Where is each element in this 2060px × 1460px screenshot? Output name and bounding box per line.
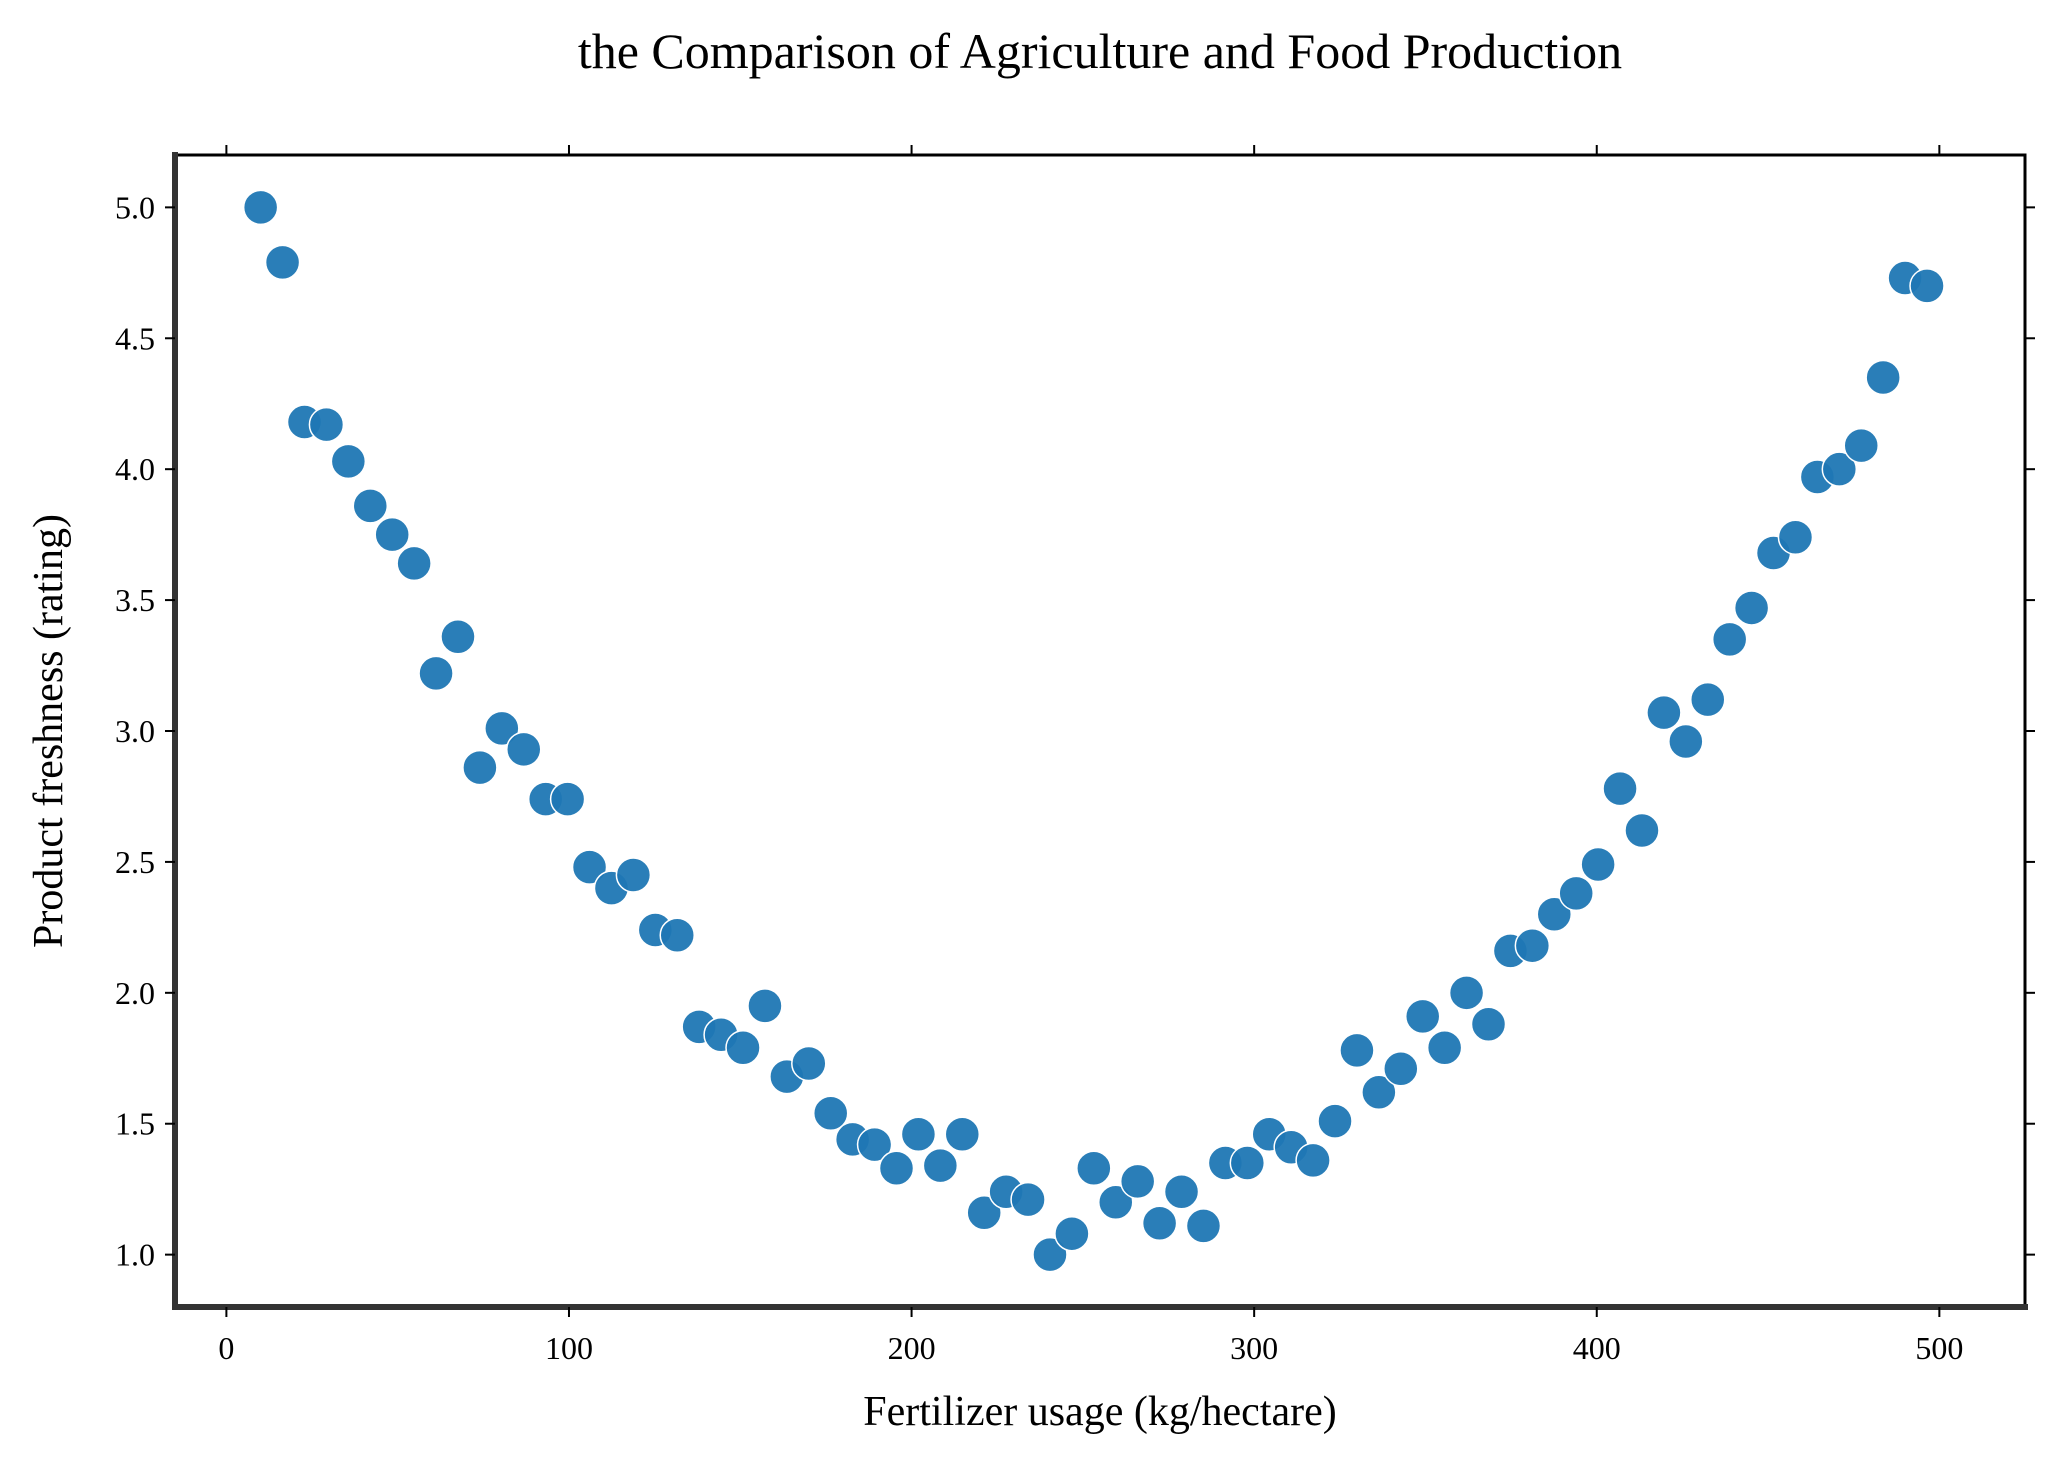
data-point (966, 1194, 1002, 1231)
data-point (440, 618, 476, 655)
y-axis-ticks: 1.0 1.5 2.0 2.5 3.0 3.5 4.0 4.5 5.0 (115, 189, 2035, 1273)
chart-title: the Comparison of Agriculture and Food P… (578, 23, 1622, 79)
data-point (615, 857, 652, 893)
y-tick-label: 4.5 (115, 320, 155, 356)
data-point (1602, 770, 1638, 807)
data-point (747, 988, 783, 1024)
data-point (1163, 1174, 1200, 1210)
data-point (1383, 1050, 1419, 1087)
data-point (1821, 451, 1858, 487)
data-point (462, 749, 498, 786)
data-point (659, 917, 695, 953)
data-point (1843, 427, 1879, 464)
data-point (812, 1095, 849, 1132)
data-point (1733, 590, 1770, 626)
data-point (944, 1116, 981, 1152)
data-point (1865, 359, 1901, 396)
data-point (1558, 875, 1594, 912)
data-point (1514, 927, 1551, 964)
data-point (1361, 1074, 1397, 1111)
data-point (330, 443, 367, 480)
data-point (1119, 1163, 1156, 1200)
x-tick-label: 500 (1915, 1330, 1963, 1366)
data-point (1141, 1205, 1178, 1241)
data-point (571, 849, 608, 885)
y-tick-label: 1.0 (115, 1237, 155, 1273)
data-point (1426, 1030, 1463, 1066)
data-point (484, 710, 520, 747)
y-tick-label: 3.5 (115, 582, 155, 618)
x-tick-label: 0 (218, 1330, 234, 1366)
data-point (1076, 1150, 1112, 1186)
data-point (374, 516, 410, 553)
data-point (791, 1045, 827, 1082)
data-point (900, 1116, 937, 1152)
y-tick-label: 4.0 (115, 451, 155, 487)
plot-frame (172, 152, 2028, 1310)
x-tick-label: 100 (545, 1330, 593, 1366)
data-point (1909, 268, 1945, 304)
data-point (1032, 1236, 1068, 1273)
data-point (1536, 896, 1573, 933)
y-tick-label: 2.0 (115, 975, 155, 1011)
data-point (1690, 681, 1726, 718)
data-point (264, 244, 301, 281)
data-point (1448, 975, 1485, 1011)
data-point (725, 1030, 761, 1066)
data-point (1580, 846, 1616, 883)
data-point (1098, 1184, 1134, 1221)
x-tick-label: 300 (1230, 1330, 1278, 1366)
data-point (308, 406, 345, 443)
data-point (418, 655, 454, 692)
data-point (1295, 1142, 1331, 1179)
data-point (352, 488, 389, 524)
data-point (922, 1147, 959, 1184)
data-point (1317, 1103, 1353, 1139)
data-point (1229, 1145, 1266, 1181)
data-point (1470, 1006, 1507, 1042)
y-tick-label: 3.0 (115, 713, 155, 749)
axes-box (173, 153, 2027, 1309)
x-axis-label: Fertilizer usage (kg/hectare) (863, 1389, 1336, 1435)
data-point (878, 1150, 915, 1186)
data-point (1668, 723, 1704, 760)
data-point (1777, 519, 1814, 556)
x-tick-label: 400 (1573, 1330, 1621, 1366)
y-axis-label: Product freshness (rating) (26, 514, 72, 948)
data-point (1624, 812, 1660, 849)
data-points (242, 189, 1945, 1273)
data-point (1339, 1032, 1375, 1069)
data-point (1404, 998, 1441, 1035)
data-point (1646, 694, 1682, 731)
data-point (396, 545, 432, 582)
y-tick-label: 2.5 (115, 844, 155, 880)
data-point (242, 189, 279, 226)
y-tick-label: 5.0 (115, 189, 155, 225)
data-point (1054, 1215, 1090, 1252)
x-tick-label: 200 (888, 1330, 936, 1366)
data-point (506, 731, 542, 768)
y-tick-label: 1.5 (115, 1106, 155, 1142)
data-point (1010, 1181, 1046, 1218)
data-point (856, 1126, 893, 1163)
data-point (549, 781, 586, 817)
data-point (1185, 1208, 1222, 1244)
data-point (1711, 621, 1748, 658)
x-axis-ticks: 0 100 200 300 400 500 (218, 145, 1963, 1366)
